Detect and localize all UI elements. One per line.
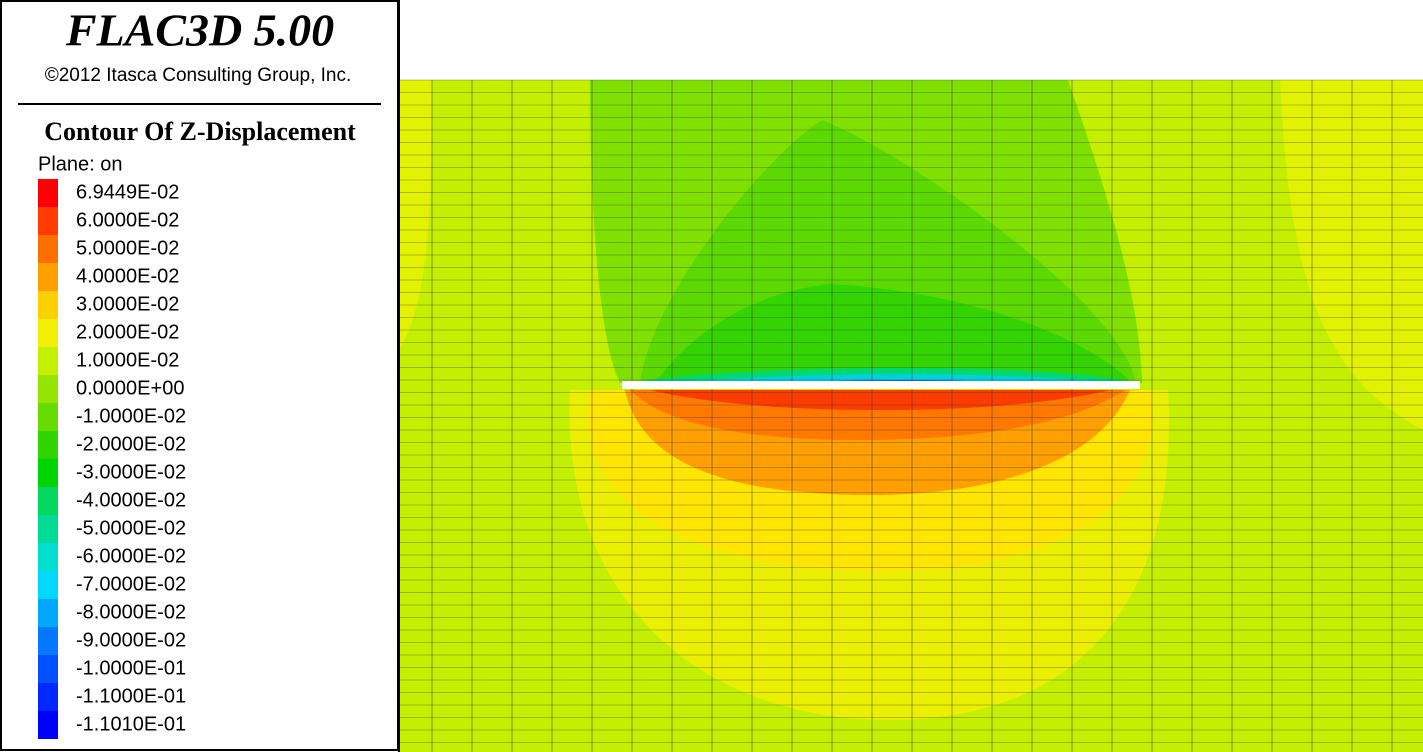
contour-plot: [398, 0, 1423, 752]
legend-label: 0.0000E+00: [76, 377, 184, 399]
plot-blank: [399, 0, 1423, 80]
copyright: ©2012 Itasca Consulting Group, Inc.: [45, 65, 352, 86]
legend-swatch: [38, 655, 58, 683]
legend-label: -1.1000E-01: [76, 685, 186, 707]
legend-swatch: [38, 263, 58, 291]
legend-label: -3.0000E-02: [76, 461, 186, 483]
legend-label: -1.1010E-01: [76, 713, 186, 735]
legend-swatch: [38, 711, 58, 739]
legend-swatch: [38, 683, 58, 711]
legend-label: 4.0000E-02: [76, 265, 179, 287]
legend-swatch: [38, 459, 58, 487]
legend-swatch: [38, 291, 58, 319]
legend-swatch: [38, 431, 58, 459]
contour-band: [655, 284, 1132, 383]
legend-swatch: [38, 403, 58, 431]
legend-swatch: [38, 599, 58, 627]
legend-swatch: [38, 487, 58, 515]
legend-swatch: [38, 235, 58, 263]
contour-band: [660, 374, 1120, 383]
legend-label: 1.0000E-02: [76, 349, 179, 371]
legend-swatch: [38, 515, 58, 543]
legend-label: 3.0000E-02: [76, 293, 179, 315]
legend-swatch: [38, 207, 58, 235]
legend-swatch: [38, 179, 58, 207]
excavation: [622, 381, 1140, 389]
legend-label: -1.0000E-01: [76, 657, 186, 679]
legend-swatch: [38, 375, 58, 403]
legend-label: -8.0000E-02: [76, 601, 186, 623]
legend-label: 6.0000E-02: [76, 209, 179, 231]
legend-label: -4.0000E-02: [76, 489, 186, 511]
legend-swatch: [38, 627, 58, 655]
legend-label: 6.9449E-02: [76, 181, 179, 203]
legend-swatch: [38, 319, 58, 347]
legend-label: -1.0000E-02: [76, 405, 186, 427]
legend-swatch: [38, 543, 58, 571]
legend-label: 5.0000E-02: [76, 237, 179, 259]
legend-label: -9.0000E-02: [76, 629, 186, 651]
contour-band: [399, 80, 432, 350]
legend-title: Contour Of Z-Displacement: [44, 117, 356, 146]
legend-label: 2.0000E-02: [76, 321, 179, 343]
legend-label: -7.0000E-02: [76, 573, 186, 595]
plane-label: Plane: on: [38, 153, 123, 175]
app-title: FLAC3D 5.00: [65, 5, 334, 56]
legend-label: -2.0000E-02: [76, 433, 186, 455]
legend-panel: [0, 0, 399, 751]
mesh: [399, 79, 1423, 752]
legend: 6.9449E-02 6.0000E-02 5.0000E-02 4.0000E-02…: [38, 179, 186, 739]
legend-swatch: [38, 347, 58, 375]
legend-label: -5.0000E-02: [76, 517, 186, 539]
legend-label: -6.0000E-02: [76, 545, 186, 567]
legend-swatch: [38, 571, 58, 599]
